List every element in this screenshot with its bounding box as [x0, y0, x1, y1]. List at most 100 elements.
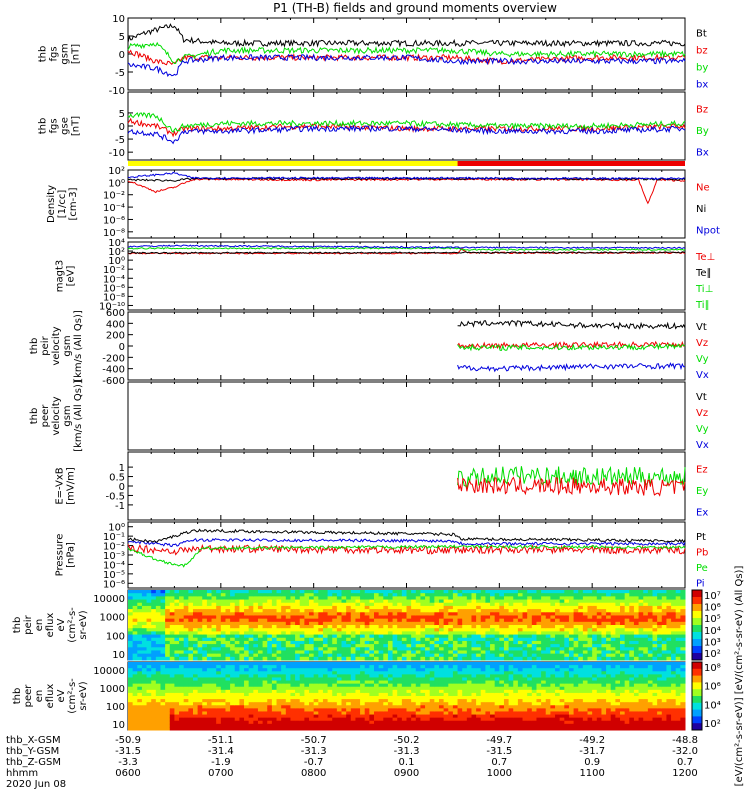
spectrogram-cell	[253, 650, 259, 655]
spectrogram-cell	[401, 656, 407, 661]
spectrogram-cell	[527, 631, 533, 636]
spectrogram-cell	[248, 686, 254, 691]
spectrogram-cell	[466, 605, 472, 610]
spectrogram-cell	[137, 647, 143, 651]
spectrogram-cell	[643, 602, 649, 607]
spectrogram-cell	[406, 692, 412, 697]
spectrogram-cell	[545, 612, 551, 616]
spectrogram-cell	[582, 634, 589, 639]
spectrogram-cell	[587, 605, 593, 610]
spectrogram-cell	[304, 605, 310, 610]
spectrogram-cell	[462, 717, 468, 722]
spectrogram-cell	[406, 714, 412, 719]
spectrogram-cell	[220, 689, 226, 694]
spectrogram-cell	[615, 605, 621, 610]
spectrogram-cell	[406, 699, 412, 703]
spectrogram-cell	[230, 674, 236, 678]
spectrogram-cell	[531, 618, 537, 623]
spectrogram-cell	[309, 705, 315, 709]
spectrogram-cell	[420, 650, 426, 655]
spectrogram-cell	[406, 625, 412, 629]
spectrogram-cell	[281, 662, 287, 666]
spectrogram-cell	[225, 705, 231, 709]
spectrogram-cell	[216, 640, 222, 645]
spectrogram-cell	[647, 637, 654, 642]
spectrogram-cell	[606, 593, 612, 597]
spectrogram-cell	[304, 708, 310, 712]
spectrogram-cell	[332, 605, 338, 610]
spectrogram-cell	[332, 711, 338, 716]
colorbar-step	[692, 639, 702, 647]
spectrogram-cell	[369, 656, 375, 661]
spectrogram-cell	[606, 596, 612, 601]
spectrogram-cell	[499, 650, 505, 655]
spectrogram-cell	[550, 650, 556, 655]
spectrogram-cell	[517, 634, 524, 639]
spectrogram-cell	[211, 689, 217, 694]
spectrogram-cell	[309, 628, 315, 632]
spectrogram-cell	[545, 653, 551, 658]
spectrogram-cell	[601, 609, 607, 613]
spectrogram-cell	[387, 723, 394, 728]
spectrogram-cell	[666, 609, 672, 613]
spectrogram-cell	[244, 714, 250, 719]
panel-4: 10⁴10²10⁰10⁻²10⁻⁴10⁻⁶10⁻⁸10⁻¹⁰magt3[eV]T…	[55, 238, 716, 312]
spectrogram-cell	[234, 692, 240, 697]
spectrogram-cell	[132, 653, 138, 658]
spectrogram-cell	[429, 717, 435, 722]
spectrogram-cell	[165, 618, 171, 623]
y-axis-label: thbpeirenefluxeV(cm²-s-sr-eV)	[12, 607, 89, 643]
spectrogram-cell	[267, 689, 273, 694]
spectrogram-cell	[327, 708, 333, 712]
spectrogram-cell	[675, 615, 681, 620]
spectrogram-cell	[615, 625, 621, 629]
spectrogram-cell	[462, 628, 468, 632]
y-tick-label: 10⁻³	[103, 551, 125, 562]
spectrogram-cell	[257, 662, 264, 666]
spectrogram-cell	[313, 699, 319, 703]
spectrogram-cell	[411, 726, 417, 731]
spectrogram-cell	[160, 647, 166, 651]
spectrogram-cell	[438, 683, 445, 688]
spectrogram-cell	[471, 708, 477, 712]
spectrogram-cell	[332, 677, 338, 682]
spectrogram-cell	[401, 634, 407, 639]
spectrogram-cell	[128, 625, 134, 629]
spectrogram-cell	[443, 618, 449, 623]
y-tick-label: 10⁻⁶	[103, 579, 125, 590]
spectrogram-cell	[281, 618, 287, 623]
spectrogram-cell	[151, 726, 157, 731]
spectrogram-cell	[601, 593, 607, 597]
spectrogram-cell	[643, 640, 649, 645]
spectrogram-cell	[151, 686, 157, 691]
spectrogram-cell	[262, 650, 268, 655]
spectrogram-cell	[225, 689, 231, 694]
spectrogram-cell	[652, 640, 658, 645]
spectrogram-cell	[239, 662, 245, 666]
spectrogram-cell	[657, 590, 663, 594]
spectrogram-cell	[476, 665, 482, 669]
spectrogram-cell	[471, 647, 477, 651]
spectrogram-cell	[169, 596, 175, 601]
spectrogram-cell	[304, 596, 310, 601]
spectrogram-cell	[610, 656, 616, 661]
spectrogram-cell	[503, 590, 510, 594]
spectrogram-cell	[480, 593, 486, 597]
spectrogram-cell	[596, 628, 602, 632]
spectrogram-cell	[657, 612, 663, 616]
spectrogram-cell	[513, 647, 519, 651]
spectrogram-cell	[457, 625, 463, 629]
spectrogram-cell	[425, 668, 431, 672]
spectrogram-cell	[592, 593, 598, 597]
spectrogram-cell	[248, 618, 254, 623]
spectrogram-cell	[188, 590, 194, 594]
spectrogram-cell	[503, 653, 510, 658]
spectrogram-cell	[169, 599, 175, 604]
spectrogram-cell	[336, 714, 343, 719]
spectrogram-cell	[318, 705, 324, 709]
spectrogram-cell	[429, 625, 435, 629]
spectrogram-cell	[633, 621, 640, 626]
spectrogram-cell	[513, 631, 519, 636]
y-axis-label: thbfgsgsm[nT]	[38, 43, 82, 64]
spectrogram-cell	[559, 644, 565, 648]
